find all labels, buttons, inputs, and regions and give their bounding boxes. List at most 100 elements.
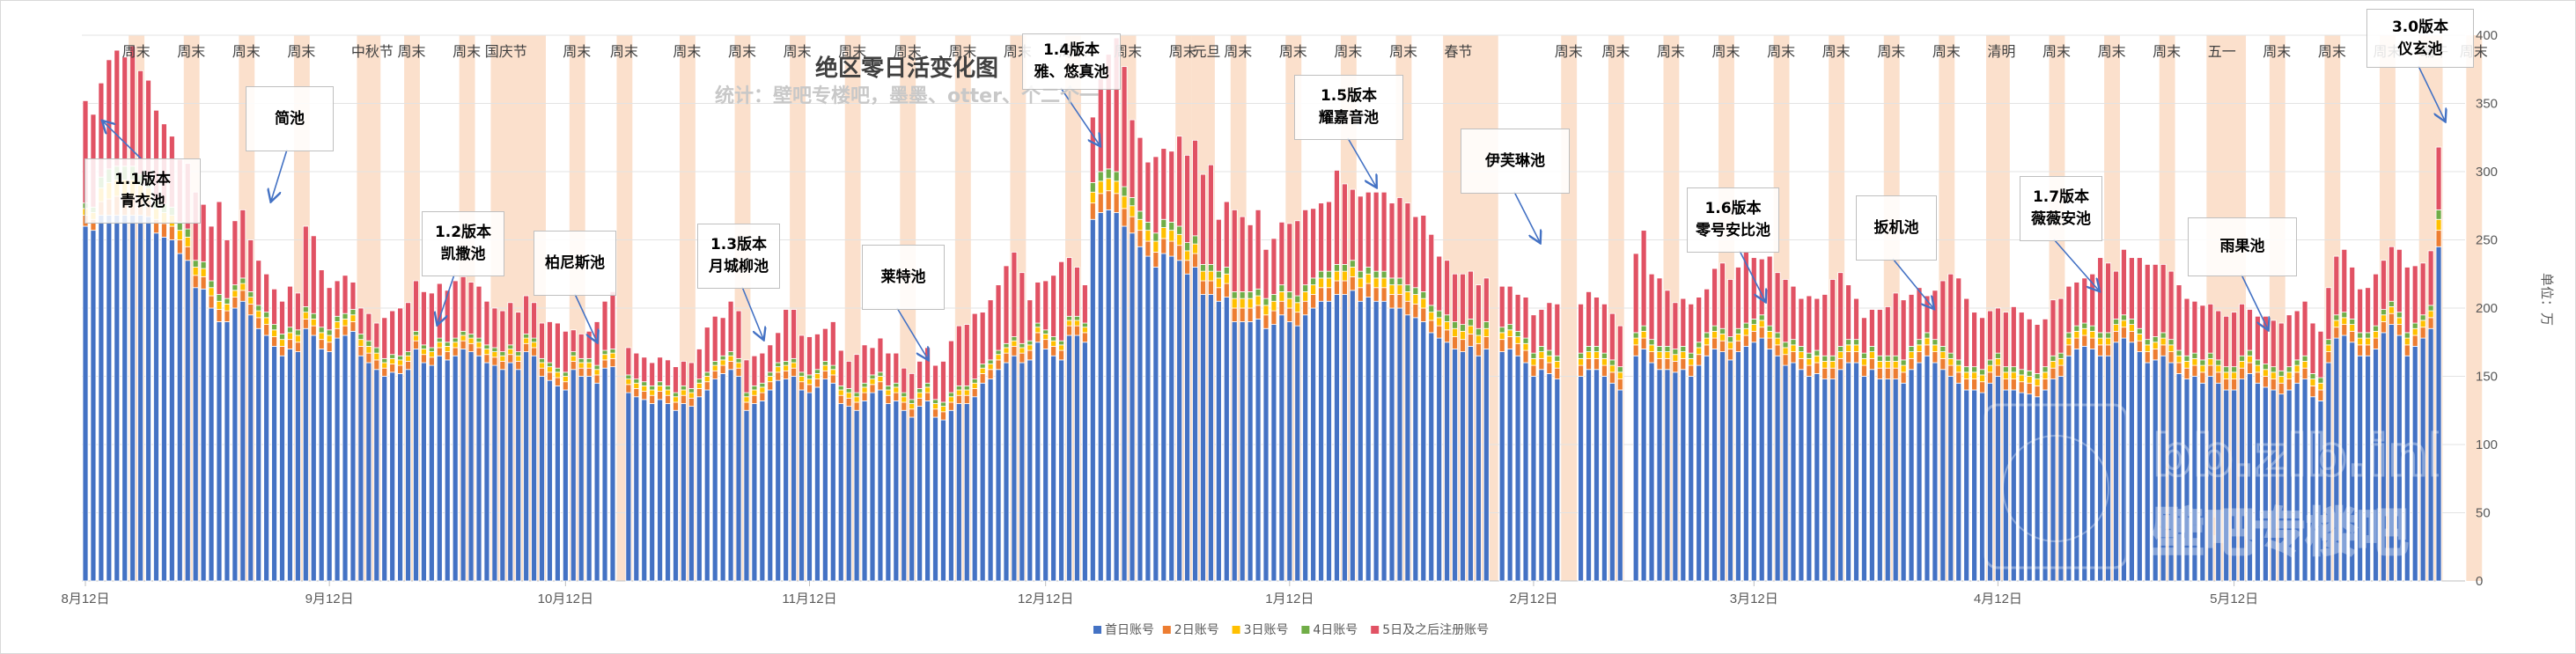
bar-segment-5 bbox=[1034, 282, 1041, 324]
bar-segment-3 bbox=[2113, 324, 2119, 332]
bar-segment-1 bbox=[1042, 349, 1049, 582]
annotation-line: 凯撒池 bbox=[440, 246, 486, 263]
bar-segment-1 bbox=[1704, 355, 1711, 582]
bar-segment-3 bbox=[373, 352, 380, 361]
bar-segment-5 bbox=[1680, 298, 1687, 347]
bar-segment-3 bbox=[2349, 324, 2356, 332]
bar-segment-3 bbox=[2057, 357, 2064, 366]
bar-segment-1 bbox=[1538, 369, 1545, 582]
bar-segment-4 bbox=[1900, 359, 1907, 366]
bar-segment-5 bbox=[743, 359, 750, 393]
bar-segment-1 bbox=[475, 355, 482, 582]
bar-segment-1 bbox=[1081, 342, 1088, 582]
event-label: 周末 bbox=[1169, 43, 1197, 60]
bar-segment-4 bbox=[1530, 352, 1537, 359]
bar-segment-4 bbox=[2073, 325, 2080, 332]
legend-swatch bbox=[1093, 626, 1101, 634]
bar-segment-5 bbox=[703, 327, 710, 373]
bar-segment-5 bbox=[1247, 224, 1254, 292]
bar-segment-5 bbox=[1239, 216, 1246, 292]
bar-segment-3 bbox=[507, 349, 514, 356]
bar-segment-3 bbox=[2002, 371, 2009, 380]
bar-segment-5 bbox=[1522, 297, 1529, 339]
bar-segment-1 bbox=[271, 345, 277, 582]
bar-segment-3 bbox=[1704, 337, 1711, 346]
bar-segment-2 bbox=[1876, 367, 1883, 380]
bar-segment-1 bbox=[932, 416, 938, 582]
legend-swatch bbox=[1371, 626, 1380, 634]
bar-segment-5 bbox=[799, 334, 805, 373]
bar-segment-1 bbox=[444, 359, 451, 582]
bar-segment-1 bbox=[2113, 342, 2119, 582]
bar-segment-3 bbox=[1578, 357, 1584, 366]
bar-segment-4 bbox=[184, 228, 191, 238]
bar-segment-2 bbox=[2073, 337, 2080, 349]
bar-segment-3 bbox=[1349, 267, 1356, 277]
bar-segment-4 bbox=[2002, 366, 2009, 373]
bar-segment-2 bbox=[743, 401, 750, 411]
bar-segment-5 bbox=[1955, 277, 1962, 361]
bar-segment-1 bbox=[460, 349, 467, 582]
bar-segment-1 bbox=[184, 260, 191, 582]
bar-segment-1 bbox=[1924, 355, 1931, 582]
bar-segment-3 bbox=[799, 376, 805, 383]
bar-segment-1 bbox=[2411, 345, 2418, 582]
bar-segment-2 bbox=[861, 392, 868, 401]
bar-segment-1 bbox=[467, 351, 475, 582]
bar-segment-3 bbox=[1215, 277, 1222, 289]
bar-segment-1 bbox=[1262, 327, 1270, 582]
bar-segment-5 bbox=[1727, 279, 1733, 337]
bar-segment-1 bbox=[2089, 349, 2096, 582]
bar-segment-4 bbox=[216, 294, 223, 302]
bar-segment-4 bbox=[460, 330, 467, 336]
bar-segment-1 bbox=[421, 362, 427, 582]
bar-segment-2 bbox=[735, 367, 742, 377]
bar-segment-1 bbox=[2097, 355, 2104, 582]
bar-segment-3 bbox=[239, 283, 247, 291]
bar-segment-2 bbox=[318, 339, 325, 349]
bar-segment-1 bbox=[2034, 396, 2041, 582]
bar-segment-4 bbox=[1468, 318, 1474, 327]
bar-segment-3 bbox=[2026, 376, 2033, 384]
bar-segment-2 bbox=[1255, 305, 1262, 320]
bar-segment-3 bbox=[1428, 312, 1435, 321]
bar-segment-4 bbox=[2057, 352, 2064, 359]
annotation-line: 柏尼斯池 bbox=[545, 254, 605, 272]
bar-segment-4 bbox=[673, 392, 679, 398]
bar-segment-1 bbox=[1176, 260, 1183, 582]
bar-segment-1 bbox=[1365, 297, 1372, 582]
bar-segment-2 bbox=[2293, 371, 2300, 384]
bar-segment-3 bbox=[1861, 357, 1867, 366]
bar-segment-4 bbox=[1908, 345, 1915, 352]
bar-segment-4 bbox=[806, 374, 813, 380]
bar-segment-4 bbox=[995, 349, 1002, 356]
bar-segment-5 bbox=[1302, 209, 1309, 286]
bar-segment-4 bbox=[413, 330, 419, 336]
bar-segment-1 bbox=[2152, 359, 2159, 582]
bar-segment-3 bbox=[1522, 342, 1529, 351]
bar-segment-4 bbox=[1884, 355, 1891, 362]
bar-segment-5 bbox=[2183, 298, 2190, 356]
bar-segment-5 bbox=[1396, 197, 1403, 279]
bar-segment-3 bbox=[2357, 337, 2364, 346]
bar-segment-4 bbox=[1152, 232, 1159, 242]
bar-segment-2 bbox=[1932, 351, 1939, 364]
bar-segment-3 bbox=[1593, 351, 1600, 359]
bar-segment-2 bbox=[1105, 190, 1112, 210]
bar-segment-5 bbox=[1310, 208, 1317, 279]
bar-segment-2 bbox=[1310, 294, 1317, 309]
bar-segment-3 bbox=[641, 385, 648, 392]
bar-segment-3 bbox=[783, 364, 790, 371]
bar-segment-3 bbox=[1011, 340, 1018, 347]
bar-segment-1 bbox=[673, 409, 679, 582]
bar-segment-1 bbox=[224, 321, 231, 582]
bar-segment-4 bbox=[2018, 369, 2025, 376]
bar-segment-1 bbox=[1845, 362, 1851, 582]
bar-segment-3 bbox=[1546, 355, 1553, 364]
bar-segment-2 bbox=[2175, 362, 2182, 374]
bar-segment-3 bbox=[2128, 324, 2135, 332]
bar-segment-1 bbox=[342, 334, 349, 582]
bar-segment-3 bbox=[1601, 357, 1608, 366]
bar-segment-5 bbox=[1373, 191, 1380, 272]
